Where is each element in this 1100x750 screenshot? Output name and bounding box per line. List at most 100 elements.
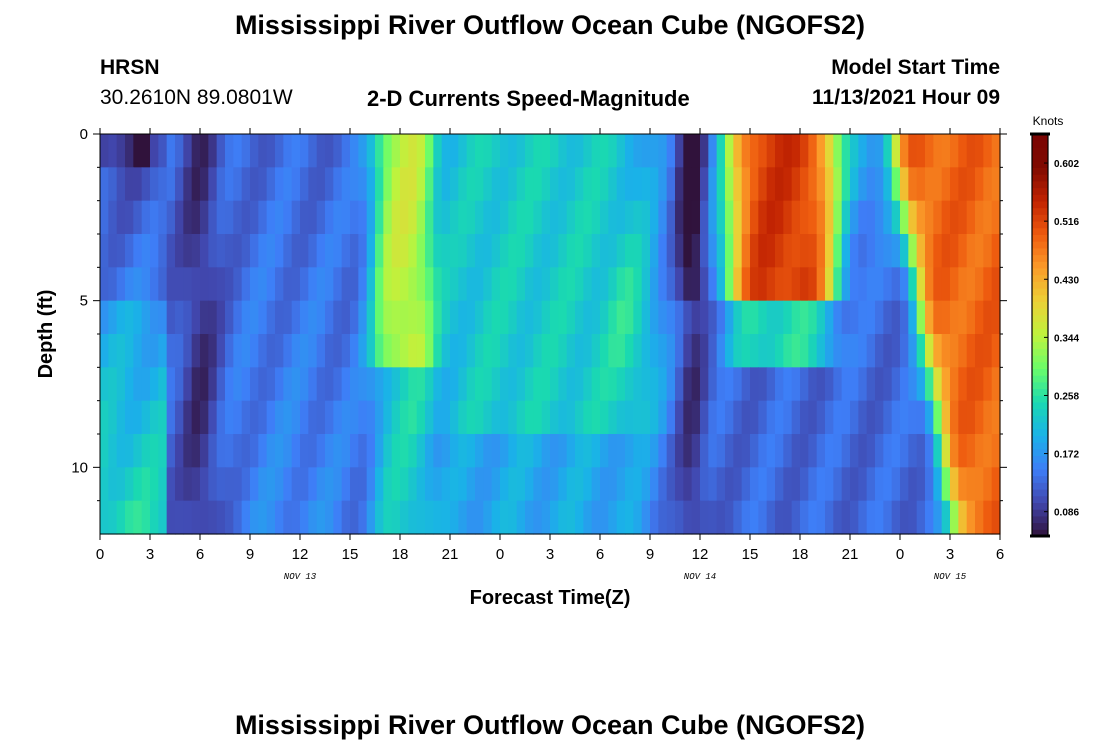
heatmap-cell	[891, 367, 901, 402]
heatmap-cell	[266, 367, 276, 402]
heatmap-cell	[858, 167, 868, 202]
heatmap-cell	[966, 400, 976, 435]
x-tick-label: 6	[196, 546, 204, 563]
heatmap-cell	[950, 134, 959, 168]
heatmap-cell	[908, 134, 918, 168]
heatmap-cell	[591, 500, 601, 535]
heatmap-cell	[675, 300, 684, 335]
heatmap-cell	[516, 500, 526, 535]
heatmap-cell	[125, 367, 134, 402]
heatmap-cell	[241, 300, 251, 335]
heatmap-cell	[741, 234, 751, 268]
heatmap-cell	[100, 234, 109, 268]
heatmap-cell	[708, 500, 718, 535]
heatmap-cell	[500, 400, 509, 435]
heatmap-cell	[666, 434, 676, 468]
heatmap-cell	[850, 167, 859, 202]
x-tick-label: 12	[692, 546, 709, 563]
heatmap-cell	[566, 234, 576, 268]
colorbar-swatch	[1032, 308, 1048, 316]
day-label: NOV 15	[934, 572, 967, 582]
heatmap-cell	[641, 234, 651, 268]
heatmap-cell	[133, 200, 143, 235]
heatmap-cell	[600, 234, 609, 268]
heatmap-cell	[525, 400, 534, 435]
heatmap-cell	[533, 167, 543, 202]
heatmap-cell	[883, 400, 893, 435]
heatmap-cell	[116, 400, 126, 435]
heatmap-cell	[116, 434, 126, 468]
heatmap-cell	[175, 200, 184, 235]
heatmap-cell	[450, 500, 459, 535]
heatmap-cell	[600, 167, 609, 202]
heatmap-cell	[616, 300, 626, 335]
heatmap-cell	[975, 334, 984, 368]
heatmap-cell	[116, 467, 126, 502]
heatmap-cell	[350, 300, 359, 335]
heatmap-cell	[291, 300, 301, 335]
heatmap-cell	[883, 467, 893, 502]
heatmap-cell	[216, 300, 226, 335]
heatmap-cell	[408, 434, 418, 468]
heatmap-cell	[650, 200, 659, 235]
heatmap-cell	[658, 200, 668, 235]
heatmap-cell	[658, 134, 668, 168]
y-tick-label: 0	[80, 126, 88, 143]
heatmap-cell	[666, 467, 676, 502]
heatmap-cell	[875, 467, 884, 502]
heatmap-cell	[666, 234, 676, 268]
heatmap-cell	[758, 200, 768, 235]
heatmap-cell	[600, 500, 609, 535]
heatmap-cell	[150, 267, 159, 302]
heatmap-cell	[250, 234, 259, 268]
heatmap-cell	[875, 434, 884, 468]
heatmap-cell	[425, 300, 434, 335]
heatmap-cell	[658, 334, 668, 368]
heatmap-cell	[441, 300, 451, 335]
heatmap-cell	[266, 500, 276, 535]
heatmap-cell	[475, 200, 484, 235]
heatmap-cell	[850, 434, 859, 468]
heatmap-cell	[491, 434, 501, 468]
heatmap-cell	[508, 434, 518, 468]
heatmap-cell	[275, 500, 284, 535]
heatmap-cell	[150, 234, 159, 268]
heatmap-cell	[750, 467, 759, 502]
x-tick-label: 21	[842, 546, 859, 563]
heatmap-cell	[575, 300, 584, 335]
heatmap-cell	[558, 467, 568, 502]
heatmap-cell	[850, 234, 859, 268]
heatmap-cell	[875, 267, 884, 302]
heatmap-cell	[850, 500, 859, 535]
heatmap-cell	[666, 300, 676, 335]
heatmap-cell	[300, 467, 309, 502]
heatmap-cell	[241, 434, 251, 468]
heatmap-cell	[741, 434, 751, 468]
heatmap-cell	[475, 367, 484, 402]
heatmap-cell	[925, 334, 934, 368]
heatmap-cell	[883, 434, 893, 468]
heatmap-cell	[450, 200, 459, 235]
heatmap-cell	[675, 367, 684, 402]
heatmap-cell	[991, 167, 1001, 202]
heatmap-cell	[808, 500, 818, 535]
colorbar-swatch	[1032, 221, 1048, 229]
heatmap-cell	[841, 134, 851, 168]
heatmap-cell	[525, 134, 534, 168]
heatmap-cell	[608, 367, 618, 402]
heatmap-cell	[325, 400, 334, 435]
heatmap-cell	[700, 134, 709, 168]
heatmap-cell	[150, 434, 159, 468]
heatmap-cell	[983, 434, 993, 468]
heatmap-cell	[975, 200, 984, 235]
heatmap-cell	[633, 500, 643, 535]
heatmap-cell	[508, 300, 518, 335]
colorbar-swatch	[1032, 335, 1048, 343]
heatmap-cell	[608, 500, 618, 535]
heatmap-cell	[591, 400, 601, 435]
heatmap-cell	[675, 467, 684, 502]
heatmap-cell	[450, 300, 459, 335]
heatmap-cell	[291, 167, 301, 202]
heatmap-cell	[308, 467, 318, 502]
heatmap-cell	[116, 200, 126, 235]
